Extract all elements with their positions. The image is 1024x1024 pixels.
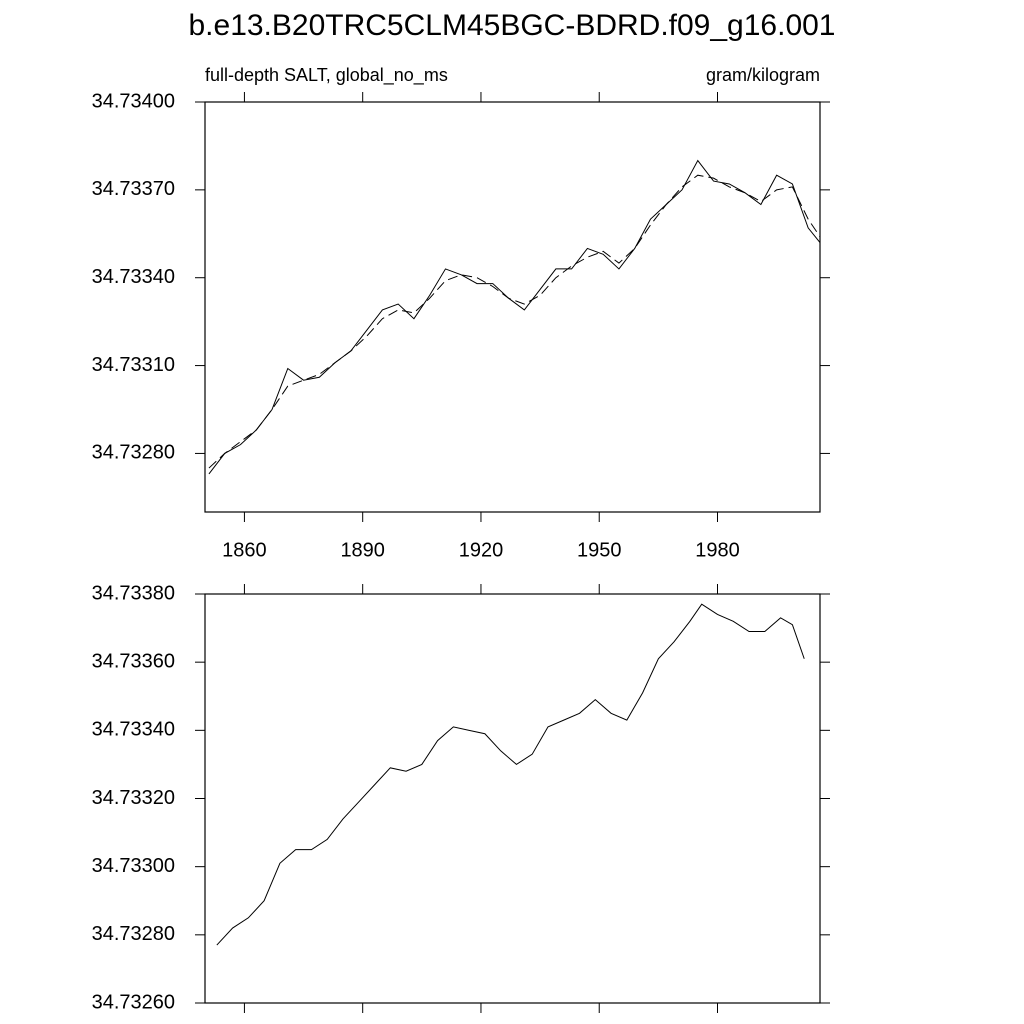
y-tick-label: 34.73340	[92, 266, 175, 288]
plot-frame	[204, 101, 821, 513]
y-tick-label: 34.73280	[92, 923, 175, 945]
y-tick-label: 34.73310	[92, 354, 175, 376]
plot-frame	[204, 593, 821, 1004]
y-tick-label: 34.73380	[92, 582, 175, 604]
x-tick-label: 1920	[459, 539, 504, 561]
x-tick-label: 1980	[695, 539, 740, 561]
x-tick-label: 1890	[340, 539, 385, 561]
y-tick-label: 34.73260	[92, 991, 175, 1013]
y-tick-label: 34.73280	[92, 442, 175, 464]
chart-title: b.e13.B20TRC5CLM45BGC-BDRD.f09_g16.001	[188, 9, 835, 42]
series-line	[208, 174, 821, 469]
left-string: full-depth SALT, global_no_ms	[205, 65, 448, 86]
right-string: gram/kilogram	[706, 65, 820, 85]
y-tick-label: 34.73370	[92, 178, 175, 200]
y-tick-label: 34.73400	[92, 90, 175, 112]
y-tick-label: 34.73340	[92, 719, 175, 741]
x-tick-label: 1860	[222, 539, 267, 561]
y-tick-label: 34.73320	[92, 787, 175, 809]
series-line	[216, 603, 805, 946]
y-tick-label: 34.73360	[92, 650, 175, 672]
series-line	[208, 159, 821, 475]
y-tick-label: 34.73300	[92, 855, 175, 877]
x-tick-label: 1950	[577, 539, 622, 561]
